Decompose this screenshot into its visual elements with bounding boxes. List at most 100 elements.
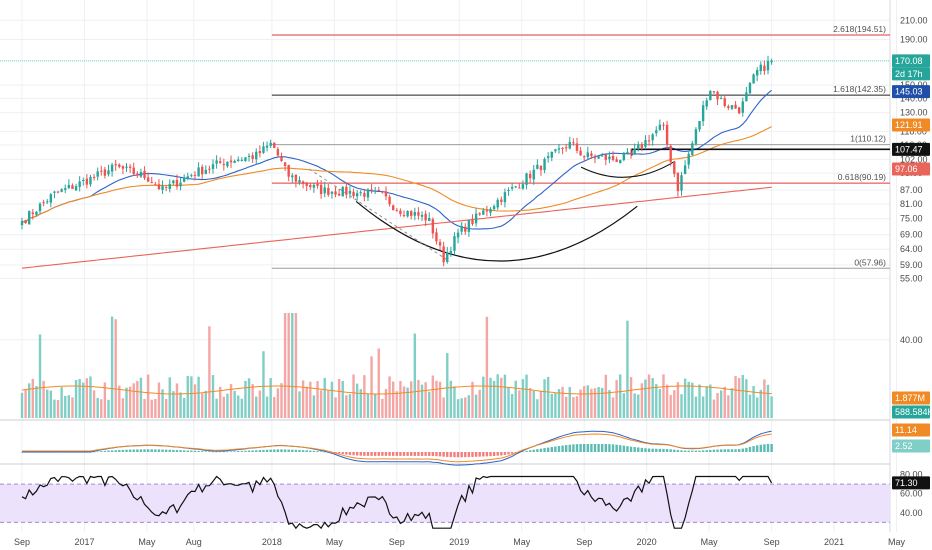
macd-histogram-bar xyxy=(723,449,726,452)
candle xyxy=(741,97,744,117)
volume-bar xyxy=(136,381,139,418)
candle-body xyxy=(745,92,748,102)
macd-histogram-bar xyxy=(348,452,352,455)
macd-histogram-bar xyxy=(251,450,254,452)
volume-bar xyxy=(694,396,698,418)
macd-histogram-bar xyxy=(626,446,629,452)
volume-bar xyxy=(701,396,705,418)
macd-histogram-bar xyxy=(633,447,636,452)
candle-body xyxy=(28,211,31,225)
candle xyxy=(557,143,561,154)
volume-bar xyxy=(359,389,362,418)
volume-bar xyxy=(355,383,359,418)
volume-bar xyxy=(258,390,262,418)
volume-bar xyxy=(92,390,96,418)
candle-body xyxy=(395,210,399,212)
volume-bar xyxy=(510,393,514,418)
rsi-tag-box xyxy=(892,476,930,490)
candle xyxy=(536,159,539,170)
candle-body xyxy=(557,148,561,150)
volume-bar xyxy=(482,376,485,418)
rsi-tick-label: 80.00 xyxy=(900,470,923,480)
candle-body xyxy=(510,186,514,189)
volume-bar xyxy=(78,379,81,418)
macd-histogram-bar xyxy=(110,450,114,452)
macd-histogram-bar xyxy=(579,444,582,452)
candle-body xyxy=(222,164,226,166)
candle-body xyxy=(363,192,366,197)
candle-body xyxy=(96,171,99,177)
candle-body xyxy=(146,177,150,182)
candle xyxy=(719,94,723,100)
x-tick-label: 2019 xyxy=(449,537,469,547)
volume-bar xyxy=(662,374,665,418)
candle-body xyxy=(546,156,550,158)
volume-bar xyxy=(128,386,132,418)
candle-body xyxy=(327,188,330,195)
volume-bar xyxy=(110,316,114,418)
candle xyxy=(309,183,312,190)
candle xyxy=(730,105,734,111)
candle-body xyxy=(482,210,485,215)
macd-histogram-bar xyxy=(265,449,269,452)
candle xyxy=(554,148,557,153)
ma-long-line xyxy=(21,186,772,269)
y-tick-label: 190.00 xyxy=(900,35,928,45)
candle xyxy=(705,97,708,110)
candle xyxy=(49,192,53,208)
macd-histogram-bar xyxy=(143,449,146,452)
candle xyxy=(56,190,60,194)
candle-body xyxy=(737,107,741,114)
macd-histogram-bar xyxy=(431,452,435,457)
volume-bar xyxy=(276,388,280,418)
volume-bar xyxy=(312,395,316,418)
macd-histogram-bar xyxy=(572,444,575,452)
macd-histogram-bar xyxy=(190,450,193,452)
volume-bar xyxy=(251,384,254,418)
volume-bar xyxy=(175,383,179,418)
candle-body xyxy=(420,214,424,217)
candle xyxy=(604,154,608,166)
candle-body xyxy=(687,153,690,165)
macd-histogram-bar xyxy=(640,447,644,452)
y-tick-label: 140.00 xyxy=(900,93,928,103)
candle xyxy=(89,174,92,187)
candle-body xyxy=(298,180,301,183)
candle-body xyxy=(435,232,438,242)
y-tick-label: 130.00 xyxy=(900,108,928,118)
volume-bar xyxy=(226,393,229,418)
volume-bar xyxy=(132,383,135,418)
macd-histogram-bar xyxy=(96,451,99,452)
candle xyxy=(38,202,42,214)
candle xyxy=(132,162,135,176)
candle xyxy=(709,90,712,101)
x-tick-label: 2017 xyxy=(74,537,94,547)
volume-bar xyxy=(215,398,218,418)
candle xyxy=(139,168,143,178)
volume-bar xyxy=(748,394,752,418)
candle-body xyxy=(615,159,618,163)
candle xyxy=(593,154,597,164)
volume-bar xyxy=(237,395,240,418)
candle xyxy=(222,158,226,171)
candle xyxy=(680,172,683,196)
candle xyxy=(601,153,604,157)
macd-histogram-bar xyxy=(125,449,128,452)
volume-bar xyxy=(38,334,42,418)
macd-histogram-bar xyxy=(298,449,301,452)
candle-body xyxy=(561,147,564,149)
candle-body xyxy=(237,159,240,161)
macd-histogram-bar xyxy=(114,450,117,452)
macd-histogram-bar xyxy=(381,452,384,456)
macd-histogram-bar xyxy=(287,449,290,452)
candle-body xyxy=(244,157,247,162)
candle xyxy=(31,209,35,220)
macd-histogram-bar xyxy=(604,444,608,452)
candle-body xyxy=(759,64,762,72)
price-tag-box xyxy=(892,67,930,81)
macd-histogram-bar xyxy=(460,452,463,458)
candle-body xyxy=(128,166,132,168)
candle-body xyxy=(564,147,568,149)
